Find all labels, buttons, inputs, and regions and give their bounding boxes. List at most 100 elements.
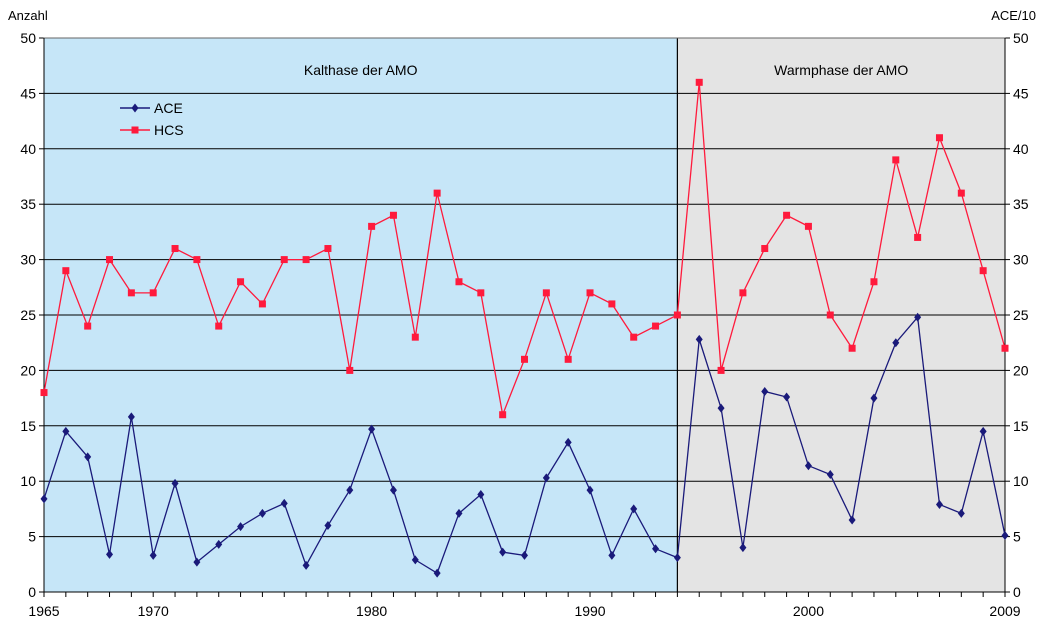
point-ace-1989	[564, 437, 572, 447]
legend-marker-ace	[131, 103, 139, 113]
point-hcs-2008	[979, 267, 987, 275]
point-ace-1990	[586, 485, 594, 495]
point-ace-1967	[84, 452, 92, 462]
series-hcs	[40, 78, 1009, 419]
point-ace-1972	[193, 557, 201, 567]
ytick-left-25: 25	[20, 307, 36, 323]
point-hcs-1985	[477, 289, 485, 297]
series-ace	[40, 312, 1009, 578]
point-hcs-2005	[914, 233, 922, 241]
phase-label-1: Warmphase der AMO	[774, 62, 908, 78]
point-hcs-1989	[564, 355, 572, 363]
point-ace-2004	[892, 338, 900, 348]
point-hcs-1998	[761, 245, 769, 253]
point-hcs-1987	[521, 355, 528, 363]
point-hcs-1993	[652, 322, 660, 330]
point-ace-1996	[717, 403, 725, 413]
ytick-right-25: 25	[1013, 307, 1029, 323]
point-hcs-1965	[40, 389, 48, 397]
point-ace-2003	[870, 393, 878, 403]
point-hcs-2009	[1001, 344, 1009, 352]
point-ace-1971	[171, 478, 179, 488]
point-ace-1994	[673, 553, 681, 563]
point-hcs-1982	[411, 333, 419, 341]
point-ace-1979	[346, 485, 354, 495]
ytick-right-35: 35	[1013, 196, 1029, 212]
point-hcs-1988	[542, 289, 550, 297]
point-hcs-1995	[695, 78, 703, 86]
ytick-left-35: 35	[20, 196, 36, 212]
point-ace-1983	[433, 568, 441, 578]
ytick-left-15: 15	[20, 418, 36, 434]
point-hcs-2001	[826, 311, 834, 319]
point-hcs-1984	[455, 278, 463, 286]
point-hcs-1969	[127, 289, 135, 297]
point-hcs-1967	[84, 322, 92, 330]
point-ace-2001	[826, 470, 834, 480]
ytick-left-45: 45	[20, 85, 36, 101]
point-ace-2000	[804, 461, 812, 471]
point-hcs-1977	[302, 256, 310, 264]
point-ace-1970	[149, 550, 157, 560]
point-ace-1980	[368, 424, 376, 434]
left-axis-label: Anzahl	[8, 8, 48, 23]
xtick-label-1980: 1980	[356, 603, 387, 619]
point-ace-2007	[957, 508, 965, 518]
point-ace-2008	[979, 426, 987, 436]
point-ace-1969	[127, 412, 135, 422]
phase-label-0: Kalthase der AMO	[304, 62, 418, 78]
point-hcs-2002	[848, 344, 856, 352]
point-hcs-1999	[783, 211, 791, 219]
point-ace-1986	[499, 547, 507, 557]
ytick-left-50: 50	[20, 30, 36, 46]
ytick-right-45: 45	[1013, 85, 1029, 101]
point-hcs-1973	[215, 322, 223, 330]
point-ace-1973	[215, 539, 223, 549]
ytick-right-20: 20	[1013, 362, 1029, 378]
point-hcs-2006	[935, 134, 943, 142]
point-ace-1968	[106, 549, 114, 559]
legend-marker-hcs	[131, 126, 139, 134]
point-hcs-1971	[171, 245, 179, 253]
point-ace-1977	[302, 560, 310, 570]
xtick-label-1990: 1990	[574, 603, 605, 619]
ytick-left-20: 20	[20, 362, 36, 378]
ytick-right-30: 30	[1013, 252, 1029, 268]
point-hcs-1996	[717, 366, 725, 374]
point-ace-1976	[280, 498, 288, 508]
xtick-label-2009: 2009	[989, 603, 1020, 619]
ytick-left-10: 10	[20, 473, 36, 489]
point-hcs-1994	[673, 311, 681, 319]
ytick-right-50: 50	[1013, 30, 1029, 46]
point-hcs-1990	[586, 289, 594, 297]
point-hcs-1972	[193, 256, 201, 264]
ytick-right-40: 40	[1013, 141, 1029, 157]
point-ace-1974	[237, 522, 245, 532]
point-hcs-1976	[280, 256, 288, 264]
legend-label-ace: ACE	[154, 100, 183, 116]
point-hcs-1978	[324, 245, 332, 253]
point-hcs-1974	[237, 278, 245, 286]
point-hcs-2004	[892, 156, 900, 164]
xtick-label-2000: 2000	[793, 603, 824, 619]
point-hcs-1983	[433, 189, 441, 197]
right-axis-label: ACE/10	[991, 8, 1036, 23]
series-group	[40, 78, 1009, 578]
point-ace-1987	[521, 550, 528, 560]
point-hcs-2007	[957, 189, 965, 197]
point-ace-1975	[258, 508, 266, 518]
point-ace-1985	[477, 489, 485, 499]
point-ace-1965	[40, 494, 48, 504]
legend: ACE HCS	[120, 100, 184, 138]
point-ace-2009	[1001, 530, 1009, 540]
point-hcs-1981	[389, 211, 397, 219]
point-ace-2005	[914, 312, 922, 322]
point-hcs-1992	[630, 333, 638, 341]
point-ace-1995	[695, 334, 703, 344]
point-hcs-1986	[499, 411, 507, 419]
ytick-left-0: 0	[28, 584, 36, 600]
point-ace-1966	[62, 426, 70, 436]
ytick-right-0: 0	[1013, 584, 1021, 600]
